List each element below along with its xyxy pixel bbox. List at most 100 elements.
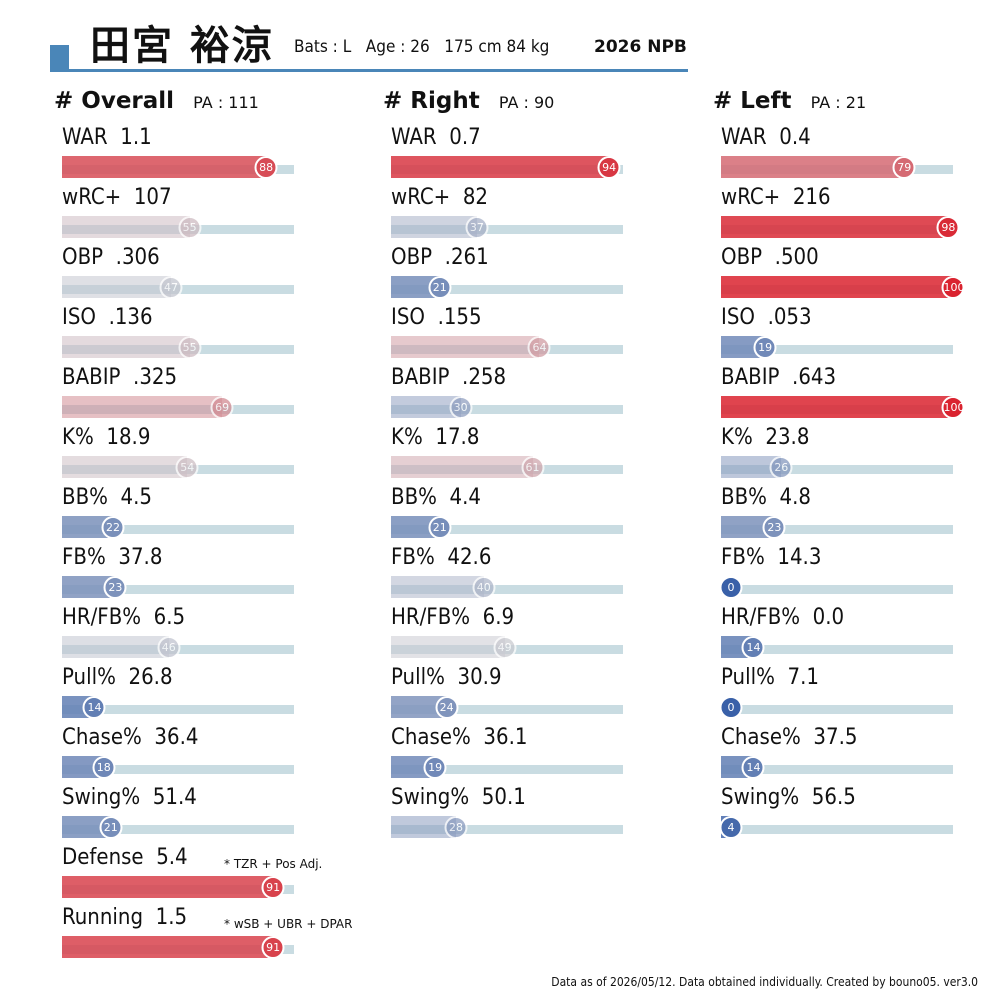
metric-value: 37.8 bbox=[118, 545, 163, 570]
age-text: Age : 26 bbox=[365, 37, 430, 57]
percentile-track bbox=[721, 825, 953, 834]
metric-value: 5.4 bbox=[156, 845, 188, 870]
metric-value: 50.1 bbox=[481, 785, 526, 810]
metric-label: HR/FB% 6.9 bbox=[391, 605, 514, 630]
percentile-track bbox=[391, 765, 623, 774]
percentile-badge: 19 bbox=[423, 756, 447, 779]
metric-row: Chase% 37.5 14 bbox=[721, 725, 1000, 785]
metric-row: Swing% 56.5 4 bbox=[719, 785, 1000, 845]
percentile-track bbox=[62, 585, 294, 594]
footer-note: Data as of 2026/05/12. Data obtained ind… bbox=[551, 975, 978, 989]
percentile-track bbox=[721, 585, 953, 594]
metric-value: .261 bbox=[444, 245, 489, 270]
percentile-badge: 21 bbox=[428, 516, 452, 539]
metric-row: Pull% 30.9 24 bbox=[391, 665, 691, 725]
metric-value: 37.5 bbox=[813, 725, 858, 750]
column-pa: PA : 90 bbox=[498, 93, 555, 112]
metric-label: FB% 14.3 bbox=[721, 545, 821, 570]
percentile-badge: 40 bbox=[472, 576, 496, 599]
percentile-track bbox=[391, 705, 623, 714]
metric-label: OBP .306 bbox=[62, 245, 160, 270]
percentile-badge: 37 bbox=[465, 216, 489, 239]
metric-label: wRC+ 216 bbox=[721, 185, 831, 210]
metric-value: .500 bbox=[774, 245, 819, 270]
body-text: 175 cm 84 kg bbox=[444, 37, 550, 57]
metric-row: WAR 1.1 88 bbox=[62, 125, 362, 185]
metric-label: Swing% 51.4 bbox=[62, 785, 197, 810]
metric-label: Swing% 56.5 bbox=[721, 785, 856, 810]
header-accent-block bbox=[50, 45, 69, 72]
percentile-bar bbox=[391, 156, 610, 178]
metric-label: HR/FB% 0.0 bbox=[721, 605, 844, 630]
percentile-bar bbox=[62, 456, 188, 478]
right-title: # Right PA : 90 bbox=[383, 88, 554, 114]
metric-value: 36.4 bbox=[154, 725, 199, 750]
metric-value: .258 bbox=[462, 365, 507, 390]
metric-row: OBP .306 47 bbox=[62, 245, 362, 305]
metric-value: 82 bbox=[462, 185, 489, 210]
metric-value: 6.5 bbox=[153, 605, 186, 630]
column-pa: PA : 21 bbox=[810, 93, 867, 112]
metric-row: FB% 42.6 40 bbox=[391, 545, 691, 605]
metric-row: OBP .261 21 bbox=[391, 245, 691, 305]
percentile-track bbox=[391, 225, 623, 234]
percentile-badge: 28 bbox=[444, 816, 468, 839]
percentile-bar bbox=[391, 396, 461, 418]
metric-name: WAR bbox=[391, 125, 437, 150]
metric-name: HR/FB% bbox=[721, 605, 801, 630]
metric-label: ISO .136 bbox=[62, 305, 153, 330]
overall-title: # Overall PA : 111 bbox=[54, 88, 259, 114]
percentile-badge: 91 bbox=[261, 876, 285, 899]
season-label: 2026 NPB bbox=[594, 37, 687, 57]
metric-name: K% bbox=[391, 425, 423, 450]
metric-label: FB% 42.6 bbox=[391, 545, 491, 570]
percentile-badge: 55 bbox=[178, 336, 202, 359]
metric-row: ISO .155 64 bbox=[391, 305, 691, 365]
metric-name: BABIP bbox=[62, 365, 121, 390]
metric-value: 30.9 bbox=[457, 665, 502, 690]
metric-name: WAR bbox=[62, 125, 108, 150]
percentile-track bbox=[62, 765, 294, 774]
percentile-track bbox=[62, 705, 294, 714]
percentile-track bbox=[721, 645, 953, 654]
percentile-track bbox=[391, 525, 623, 534]
percentile-badge: 4 bbox=[719, 816, 743, 839]
percentile-track bbox=[391, 285, 623, 294]
percentile-badge: 64 bbox=[527, 336, 551, 359]
percentile-badge: 22 bbox=[101, 516, 125, 539]
percentile-bar bbox=[62, 276, 172, 298]
metric-row: wRC+ 216 98 bbox=[721, 185, 1000, 245]
metric-value: 51.4 bbox=[152, 785, 197, 810]
metric-name: ISO bbox=[391, 305, 425, 330]
metric-row: BABIP .325 69 bbox=[62, 365, 362, 425]
percentile-track bbox=[62, 525, 294, 534]
metric-row: Running 1.5 * wSB + UBR + DPAR 91 bbox=[62, 905, 362, 965]
metric-name: Chase% bbox=[721, 725, 801, 750]
metric-value: 4.4 bbox=[449, 485, 482, 510]
metric-name: wRC+ bbox=[721, 185, 781, 210]
percentile-badge: 100 bbox=[941, 396, 965, 419]
percentile-badge: 54 bbox=[175, 456, 199, 479]
percentile-bar bbox=[391, 336, 540, 358]
metric-name: OBP bbox=[62, 245, 104, 270]
metric-label: K% 18.9 bbox=[62, 425, 150, 450]
metric-value: 0.0 bbox=[812, 605, 845, 630]
metric-name: Swing% bbox=[721, 785, 800, 810]
percentile-badge: 19 bbox=[753, 336, 777, 359]
percentile-bar bbox=[62, 516, 114, 538]
metric-label: Pull% 26.8 bbox=[62, 665, 173, 690]
metric-label: BB% 4.8 bbox=[721, 485, 811, 510]
percentile-badge: 55 bbox=[178, 216, 202, 239]
metric-name: wRC+ bbox=[62, 185, 122, 210]
metric-value: .136 bbox=[108, 305, 153, 330]
metric-label: FB% 37.8 bbox=[62, 545, 162, 570]
metric-name: ISO bbox=[721, 305, 755, 330]
percentile-bar bbox=[721, 456, 782, 478]
percentile-badge: 24 bbox=[435, 696, 459, 719]
metric-label: Pull% 7.1 bbox=[721, 665, 819, 690]
percentile-bar bbox=[391, 516, 440, 538]
metric-row: BABIP .643 100 bbox=[721, 365, 1000, 425]
metric-name: K% bbox=[721, 425, 753, 450]
percentile-track bbox=[721, 765, 953, 774]
metric-name: BABIP bbox=[721, 365, 780, 390]
